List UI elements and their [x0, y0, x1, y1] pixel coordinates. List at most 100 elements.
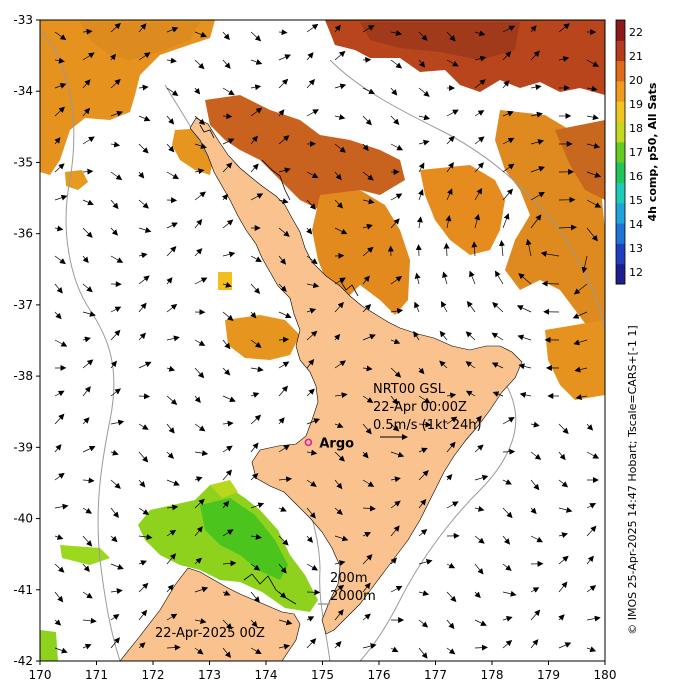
current-vector [474, 136, 485, 145]
current-vector [82, 79, 91, 89]
current-vector [446, 392, 457, 399]
colorbar-segment [616, 263, 625, 285]
current-vector [194, 168, 205, 175]
current-vector [110, 637, 120, 649]
current-vector [250, 591, 260, 603]
current-vector [573, 339, 588, 346]
current-vector [418, 529, 428, 537]
current-vector [581, 255, 588, 274]
y-axis: -33 -34 -35 -36 -37 -38 -39 -40 -41 -42 [13, 13, 40, 668]
current-vector [334, 609, 344, 621]
x-tick-label: 173 [198, 668, 221, 682]
current-vector [446, 416, 458, 425]
colorbar-ticks: 22 21 20 19 18 17 16 15 14 13 12 [629, 26, 643, 279]
colorbar-segment [616, 202, 625, 224]
current-vector [334, 171, 342, 181]
current-vector [138, 23, 147, 33]
current-vector [54, 534, 64, 540]
colorbar-scale [616, 20, 625, 285]
current-vector [334, 479, 343, 490]
current-vector [54, 444, 62, 453]
current-vector [82, 507, 93, 514]
colorbar-tick-label: 17 [629, 146, 643, 159]
current-vector [194, 248, 203, 257]
x-tick-label: 176 [368, 668, 391, 682]
current-vector [390, 115, 400, 126]
current-vector [558, 507, 573, 513]
current-vector [558, 423, 569, 435]
current-vector [418, 647, 428, 659]
y-tick-label: -41 [13, 583, 33, 597]
current-vector [82, 617, 97, 624]
x-tick-label: 172 [142, 668, 165, 682]
current-vector [222, 367, 231, 376]
current-vector [278, 417, 285, 425]
current-vector [362, 115, 372, 126]
current-vector [474, 619, 487, 626]
date-label: 22-Apr-2025 00Z [155, 626, 265, 641]
colorbar-segment [616, 162, 625, 183]
current-vector [166, 277, 173, 285]
current-vector [586, 227, 598, 242]
current-vector [575, 394, 588, 400]
current-vector [222, 500, 230, 509]
current-vector [474, 55, 487, 62]
current-vector [446, 647, 456, 655]
current-vector [250, 283, 261, 295]
current-vector [390, 395, 398, 405]
current-vector [418, 59, 426, 68]
current-vector [138, 609, 148, 621]
current-vector [530, 111, 543, 118]
current-vector [362, 334, 376, 341]
current-vector [222, 87, 235, 96]
colorbar-tick-label: 14 [629, 218, 643, 231]
current-vector [334, 227, 348, 235]
current-vector [362, 365, 373, 372]
current-vector [250, 255, 262, 262]
current-vector [138, 227, 152, 233]
current-vector [334, 199, 344, 209]
current-vector [138, 171, 145, 179]
current-vector [278, 361, 290, 369]
x-tick-label: 170 [29, 668, 52, 682]
current-vector [306, 282, 320, 289]
current-vector [166, 171, 180, 180]
current-vector [390, 525, 400, 537]
current-vector [166, 303, 178, 313]
current-vector [418, 367, 425, 375]
current-vector [530, 609, 541, 621]
current-vector [138, 642, 146, 649]
current-vector [278, 78, 289, 89]
current-vector [418, 31, 428, 41]
current-vector [166, 423, 175, 434]
current-vector [250, 392, 260, 398]
current-vector [574, 366, 588, 373]
current-vector [334, 301, 344, 313]
current-vector [110, 507, 119, 519]
current-vector [442, 271, 448, 285]
current-vector [558, 614, 565, 621]
current-vector [558, 479, 569, 488]
current-vector [54, 194, 68, 201]
current-vector [418, 189, 424, 201]
current-vector [110, 388, 121, 397]
current-vector [194, 143, 207, 149]
colorbar-segment [616, 60, 625, 82]
current-vector [194, 450, 209, 457]
current-vector [446, 109, 459, 117]
current-vector [250, 366, 264, 373]
current-vector [54, 83, 67, 89]
current-vector [469, 270, 476, 285]
current-vector [502, 111, 514, 117]
y-tick-label: -33 [13, 13, 33, 27]
current-vector [82, 52, 95, 61]
current-vector [54, 283, 63, 294]
current-vector [250, 31, 262, 42]
current-vector [278, 336, 290, 343]
current-vector [222, 219, 234, 229]
current-vector [443, 242, 450, 257]
current-vector [586, 451, 600, 459]
current-vector [194, 498, 205, 509]
current-vector [446, 591, 457, 603]
current-vector [166, 57, 177, 64]
